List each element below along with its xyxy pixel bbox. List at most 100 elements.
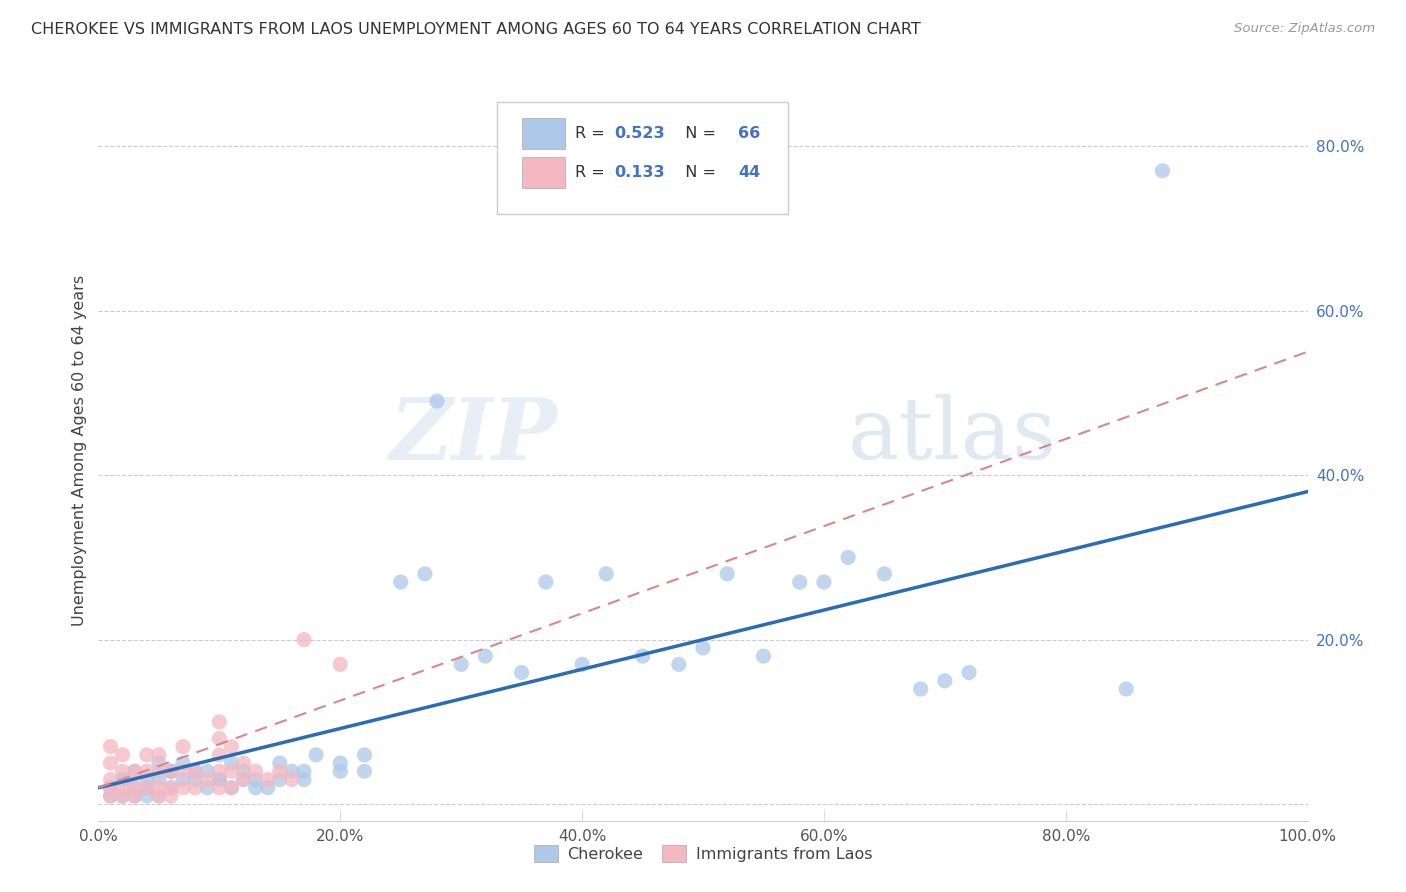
- Point: [534, 575, 557, 590]
- Point: [329, 756, 352, 770]
- Point: [221, 756, 243, 770]
- Point: [426, 394, 449, 409]
- Y-axis label: Unemployment Among Ages 60 to 64 years: Unemployment Among Ages 60 to 64 years: [72, 275, 87, 626]
- Point: [232, 756, 254, 770]
- Point: [172, 756, 194, 770]
- Point: [172, 764, 194, 779]
- Point: [135, 789, 157, 803]
- Text: ZIP: ZIP: [389, 394, 558, 477]
- Point: [135, 780, 157, 795]
- Point: [111, 789, 134, 803]
- Point: [195, 772, 218, 787]
- Point: [221, 780, 243, 795]
- Point: [160, 780, 183, 795]
- Point: [281, 764, 304, 779]
- Point: [160, 764, 183, 779]
- Point: [232, 764, 254, 779]
- Point: [668, 657, 690, 672]
- Point: [353, 764, 375, 779]
- Point: [269, 772, 291, 787]
- Point: [837, 550, 859, 565]
- Point: [208, 731, 231, 746]
- Point: [413, 566, 436, 581]
- Text: Source: ZipAtlas.com: Source: ZipAtlas.com: [1234, 22, 1375, 36]
- Point: [135, 764, 157, 779]
- Point: [148, 747, 170, 762]
- Point: [571, 657, 593, 672]
- Point: [148, 789, 170, 803]
- Point: [160, 789, 183, 803]
- Point: [111, 772, 134, 787]
- Point: [124, 789, 146, 803]
- Point: [256, 780, 278, 795]
- Point: [100, 739, 122, 754]
- Point: [221, 780, 243, 795]
- Point: [172, 772, 194, 787]
- Point: [934, 673, 956, 688]
- Point: [510, 665, 533, 680]
- Point: [124, 789, 146, 803]
- Point: [124, 780, 146, 795]
- Point: [232, 772, 254, 787]
- Point: [595, 566, 617, 581]
- Point: [148, 789, 170, 803]
- Text: 44: 44: [738, 165, 761, 180]
- Point: [124, 764, 146, 779]
- Point: [245, 764, 267, 779]
- Point: [329, 764, 352, 779]
- Point: [111, 772, 134, 787]
- Point: [208, 772, 231, 787]
- Text: R =: R =: [575, 126, 610, 141]
- Point: [910, 681, 932, 696]
- Point: [208, 747, 231, 762]
- Point: [245, 780, 267, 795]
- Point: [221, 739, 243, 754]
- Point: [789, 575, 811, 590]
- Point: [135, 780, 157, 795]
- Point: [716, 566, 738, 581]
- Point: [305, 747, 328, 762]
- Point: [124, 780, 146, 795]
- Point: [692, 640, 714, 655]
- Point: [148, 764, 170, 779]
- Text: 66: 66: [738, 126, 761, 141]
- Point: [160, 764, 183, 779]
- Legend: Cherokee, Immigrants from Laos: Cherokee, Immigrants from Laos: [527, 838, 879, 868]
- Point: [208, 714, 231, 729]
- Point: [100, 772, 122, 787]
- Point: [111, 789, 134, 803]
- Point: [100, 780, 122, 795]
- Point: [208, 764, 231, 779]
- Point: [195, 764, 218, 779]
- Point: [208, 772, 231, 787]
- Point: [292, 632, 315, 647]
- Point: [292, 772, 315, 787]
- Point: [172, 739, 194, 754]
- Point: [100, 756, 122, 770]
- Point: [389, 575, 412, 590]
- Text: CHEROKEE VS IMMIGRANTS FROM LAOS UNEMPLOYMENT AMONG AGES 60 TO 64 YEARS CORRELAT: CHEROKEE VS IMMIGRANTS FROM LAOS UNEMPLO…: [31, 22, 921, 37]
- Point: [172, 780, 194, 795]
- Point: [124, 764, 146, 779]
- Text: N =: N =: [675, 165, 721, 180]
- FancyBboxPatch shape: [522, 157, 565, 188]
- Text: R =: R =: [575, 165, 610, 180]
- Point: [873, 566, 896, 581]
- Point: [631, 649, 654, 664]
- Text: atlas: atlas: [848, 394, 1057, 477]
- Point: [269, 756, 291, 770]
- Point: [184, 780, 207, 795]
- Point: [281, 772, 304, 787]
- Point: [100, 789, 122, 803]
- Point: [329, 657, 352, 672]
- Point: [195, 780, 218, 795]
- Point: [184, 764, 207, 779]
- Point: [148, 756, 170, 770]
- Point: [135, 772, 157, 787]
- Point: [1152, 163, 1174, 178]
- Point: [148, 772, 170, 787]
- Point: [148, 780, 170, 795]
- Point: [232, 772, 254, 787]
- Point: [184, 764, 207, 779]
- Point: [353, 747, 375, 762]
